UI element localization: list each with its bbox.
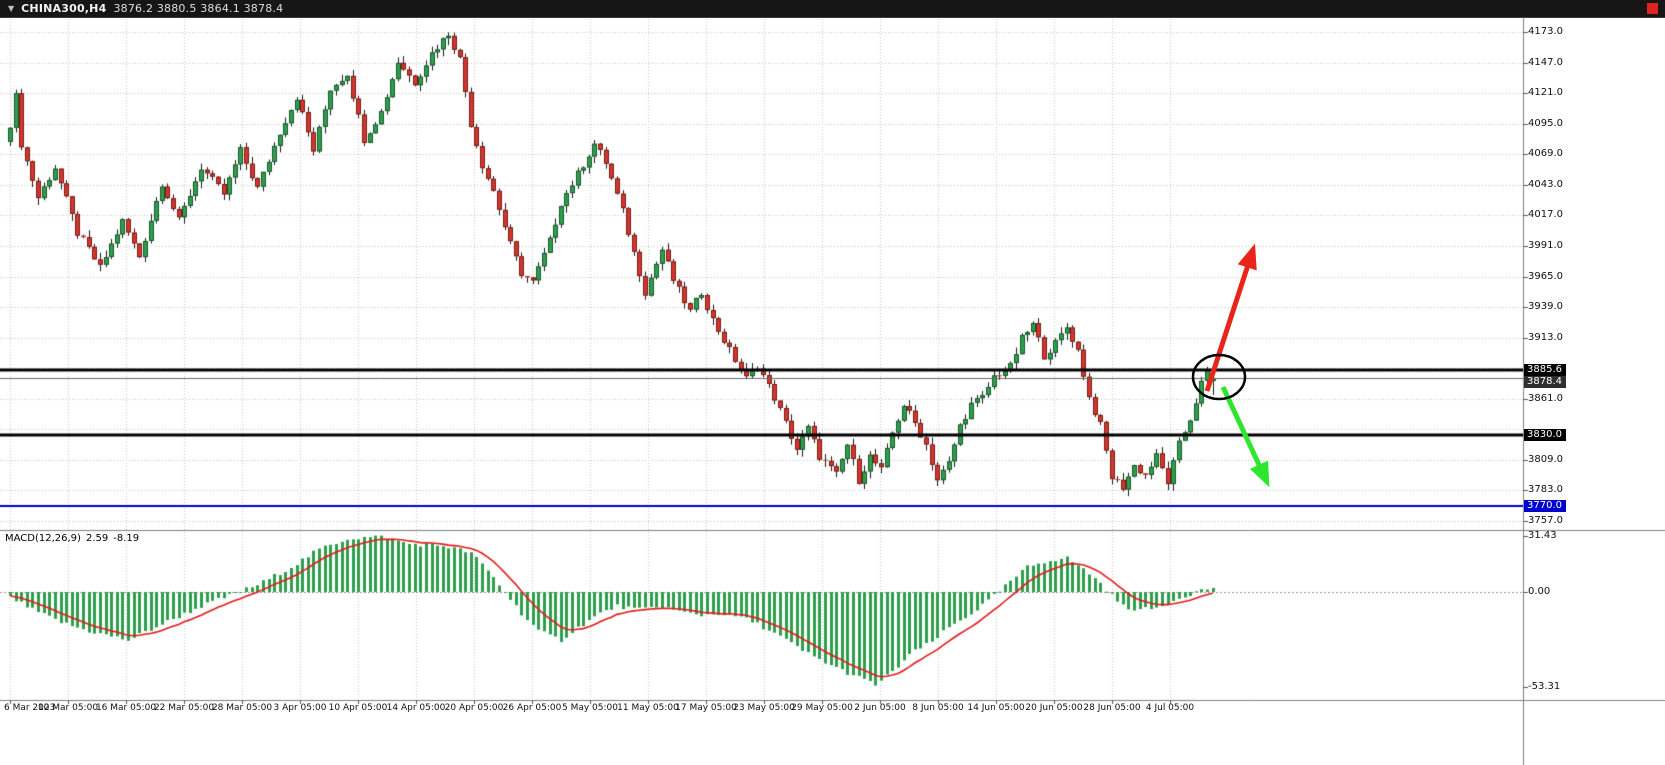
alert-indicator (1647, 3, 1658, 14)
macd-signal-value: -8.19 (113, 533, 140, 544)
macd-name: MACD(12,26,9) (5, 533, 81, 544)
macd-main-value: 2.59 (85, 533, 109, 544)
chart-title-bar[interactable]: ▼ CHINA300,H4 3876.2 3880.5 3864.1 3878.… (0, 0, 1665, 18)
macd-indicator-label: MACD(12,26,9) 2.59 -8.19 (5, 533, 144, 544)
ohlc-values: 3876.2 3880.5 3864.1 3878.4 (113, 2, 284, 15)
dropdown-arrow-icon[interactable]: ▼ (8, 3, 15, 13)
symbol-timeframe-label: CHINA300,H4 (21, 2, 107, 15)
